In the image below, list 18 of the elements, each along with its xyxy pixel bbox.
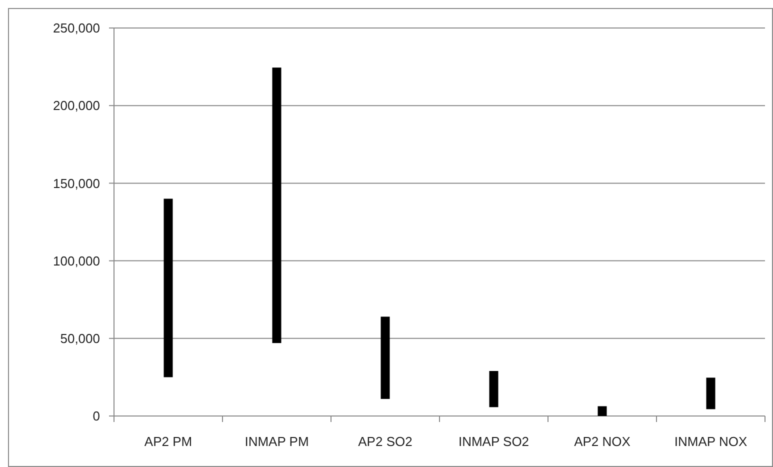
y-tick-label: 100,000 [53, 253, 100, 268]
x-tick-label: AP2 PM [144, 434, 192, 449]
x-tick-label: AP2 NOX [574, 434, 631, 449]
y-tick-label: 150,000 [53, 176, 100, 191]
x-tick-label: INMAP NOX [674, 434, 748, 449]
x-tick-label: AP2 SO2 [358, 434, 412, 449]
bar [380, 316, 390, 399]
bar [489, 370, 498, 408]
y-tick-label: 200,000 [53, 98, 100, 114]
x-tick-label: INMAP PM [244, 434, 309, 449]
bar [598, 406, 607, 416]
bar [272, 68, 282, 344]
y-tick-label: 50,000 [60, 330, 100, 346]
x-tick-label: INMAP SO2 [458, 434, 530, 449]
y-tick-label: 0 [92, 408, 100, 424]
bar [706, 378, 716, 410]
y-tick-label: 250,000 [53, 20, 100, 36]
bar [164, 198, 173, 378]
